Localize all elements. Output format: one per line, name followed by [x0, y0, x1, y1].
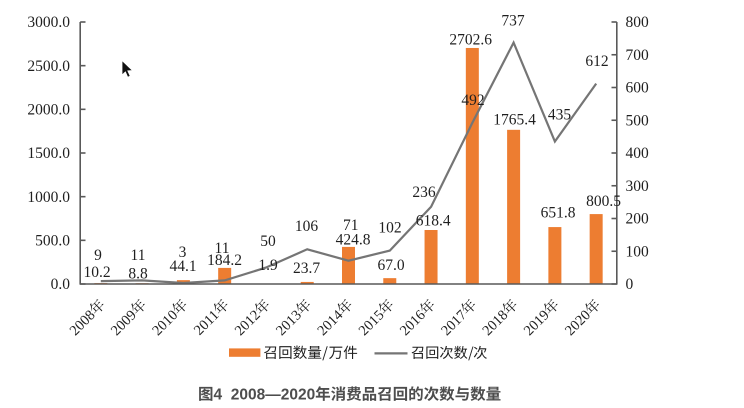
- svg-text:800.5: 800.5: [586, 193, 621, 210]
- svg-text:1500.0: 1500.0: [27, 145, 70, 162]
- svg-text:2014: 2014: [314, 307, 346, 339]
- svg-text:2015: 2015: [356, 307, 388, 339]
- svg-text:8.8: 8.8: [128, 266, 148, 283]
- svg-text:184.2: 184.2: [207, 252, 242, 269]
- svg-text:102: 102: [378, 220, 401, 237]
- svg-text:2009: 2009: [108, 307, 140, 339]
- svg-text:236: 236: [412, 184, 436, 201]
- svg-text:435: 435: [548, 107, 572, 124]
- svg-text:44.1: 44.1: [169, 258, 196, 275]
- svg-text:1765.4: 1765.4: [493, 112, 536, 129]
- svg-text:9: 9: [94, 247, 102, 264]
- svg-text:2017: 2017: [438, 307, 470, 339]
- svg-text:612: 612: [585, 53, 608, 70]
- svg-text:500: 500: [626, 113, 650, 130]
- svg-text:3000.0: 3000.0: [27, 14, 70, 31]
- svg-text:618.4: 618.4: [416, 213, 451, 230]
- svg-text:2702.6: 2702.6: [449, 32, 492, 49]
- svg-text:700: 700: [626, 47, 650, 64]
- svg-text:4 2008—2020: 4 2008—2020: [214, 387, 316, 404]
- svg-text:106: 106: [295, 218, 319, 235]
- svg-text:2016: 2016: [397, 307, 429, 339]
- svg-text:2000.0: 2000.0: [27, 102, 70, 119]
- svg-text:23.7: 23.7: [293, 260, 320, 277]
- svg-text:2012: 2012: [232, 307, 264, 339]
- svg-text:0.0: 0.0: [51, 276, 71, 293]
- svg-text:1.9: 1.9: [258, 257, 278, 274]
- svg-text:100: 100: [626, 243, 650, 260]
- svg-text:424.8: 424.8: [336, 232, 371, 249]
- svg-text:2018: 2018: [480, 307, 512, 339]
- svg-text:1000.0: 1000.0: [27, 189, 70, 206]
- svg-text:651.8: 651.8: [541, 205, 576, 222]
- svg-text:3: 3: [179, 244, 187, 261]
- svg-text:50: 50: [260, 233, 276, 250]
- svg-text:2011: 2011: [191, 307, 222, 338]
- svg-text:2019: 2019: [521, 307, 553, 339]
- svg-text:2008: 2008: [67, 307, 99, 339]
- svg-text:67.0: 67.0: [377, 257, 404, 274]
- svg-text:2500.0: 2500.0: [27, 58, 70, 75]
- svg-text:400: 400: [626, 145, 650, 162]
- svg-text:2020: 2020: [562, 307, 594, 339]
- svg-text:492: 492: [461, 92, 484, 109]
- svg-text:2010: 2010: [149, 307, 181, 339]
- svg-text:800: 800: [626, 14, 650, 31]
- svg-text:737: 737: [501, 13, 525, 30]
- svg-text:10.2: 10.2: [83, 264, 110, 281]
- svg-text:200: 200: [626, 211, 650, 228]
- svg-text:2013: 2013: [273, 307, 305, 339]
- svg-text:11: 11: [215, 240, 230, 257]
- svg-text:500.0: 500.0: [35, 233, 70, 250]
- svg-text:0: 0: [626, 276, 634, 293]
- svg-text:71: 71: [343, 217, 359, 234]
- svg-text:600: 600: [626, 80, 650, 97]
- svg-text:11: 11: [131, 247, 146, 264]
- svg-text:300: 300: [626, 178, 650, 195]
